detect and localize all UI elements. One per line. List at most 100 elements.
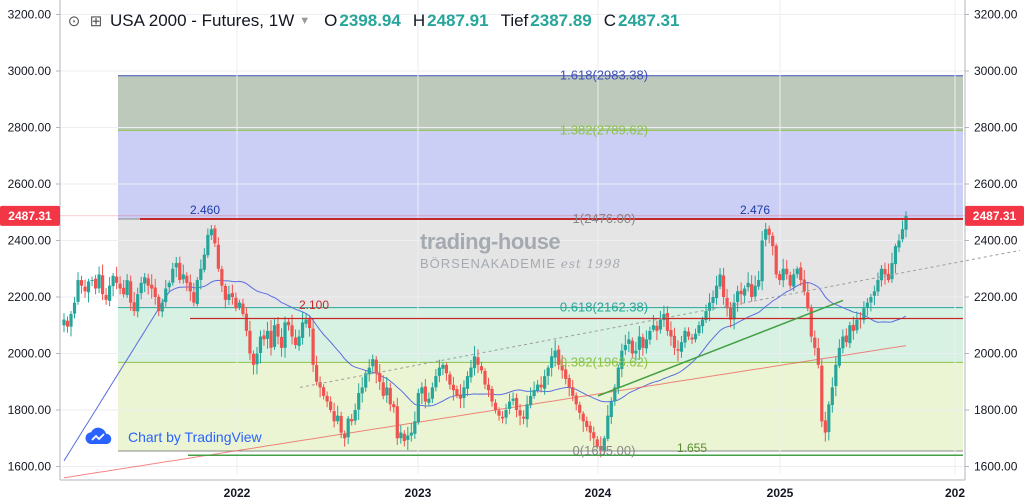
candle-body xyxy=(876,280,880,292)
y-tick-label-right: 1800.00 xyxy=(974,403,1018,417)
last-price-tag-label: 2487.31 xyxy=(973,209,1017,223)
low-label: Tief xyxy=(500,11,529,30)
candle-body xyxy=(732,302,736,320)
candle-body xyxy=(255,353,259,365)
chevron-down-icon[interactable]: ▼ xyxy=(299,15,311,27)
candle-body xyxy=(206,234,210,256)
candle-body xyxy=(785,268,789,275)
candle-body xyxy=(437,367,441,376)
symbol-title[interactable]: USA 2000 - Futures, 1W xyxy=(110,11,295,30)
fib-band-3 xyxy=(118,307,963,363)
candle-body xyxy=(634,350,638,354)
candle-body xyxy=(693,333,698,340)
candle-body xyxy=(651,325,655,330)
fib-level-label: 0.618(2162.38) xyxy=(560,300,648,315)
candle-body xyxy=(357,393,361,410)
candle-body xyxy=(185,275,189,283)
fib-level-label: 1.618(2983.38) xyxy=(560,68,648,83)
candle-body xyxy=(865,302,870,308)
candle-body xyxy=(536,384,540,391)
candle-body xyxy=(371,359,375,367)
candle-body xyxy=(750,284,754,297)
candle-body xyxy=(518,410,522,416)
candle-body xyxy=(690,337,694,340)
y-tick-label-right: 2600.00 xyxy=(974,177,1018,191)
candle-body xyxy=(350,419,354,422)
candle-body xyxy=(279,336,284,348)
candle-body xyxy=(714,285,719,298)
candle-body xyxy=(764,229,768,240)
candle-body xyxy=(423,386,427,402)
candle-body xyxy=(132,302,136,312)
add-compare-icon[interactable]: ⊞ xyxy=(89,13,103,30)
candle-body xyxy=(623,345,627,351)
trend-line-dashed[interactable] xyxy=(299,249,1021,388)
candle-body xyxy=(746,282,750,288)
candle-body xyxy=(616,367,620,388)
candle-body xyxy=(592,432,596,439)
candle-body xyxy=(336,415,340,422)
candle-body xyxy=(799,267,803,281)
x-tick-label: 2024 xyxy=(585,486,612,500)
candle-body xyxy=(574,395,578,405)
candle-body xyxy=(532,390,536,397)
candle-body xyxy=(283,322,287,348)
candle-body xyxy=(143,277,147,284)
candle-body xyxy=(364,373,368,388)
candle-body xyxy=(79,280,84,286)
candle-body xyxy=(792,274,796,287)
candle-body xyxy=(195,280,199,304)
open-value: 2398.94 xyxy=(339,11,401,30)
candle-body xyxy=(420,387,424,394)
candle-body xyxy=(711,297,715,303)
candle-body xyxy=(704,311,708,321)
candle-body xyxy=(146,278,150,286)
candle-body xyxy=(388,387,392,405)
candle-body xyxy=(339,415,343,433)
y-tick-label-left: 3200.00 xyxy=(8,8,52,22)
trend-line-green[interactable] xyxy=(597,299,844,397)
candle-body xyxy=(427,398,431,403)
candle-body xyxy=(406,435,410,440)
candle-body xyxy=(381,382,385,396)
candle-body xyxy=(507,401,512,409)
x-tick-label: 2022 xyxy=(224,486,251,500)
y-tick-label-left: 2200.00 xyxy=(8,290,52,304)
candle-body xyxy=(325,395,329,402)
candle-body xyxy=(160,302,164,312)
candle-body xyxy=(353,410,357,421)
candle-body xyxy=(700,319,705,327)
candle-body xyxy=(248,330,252,354)
candle-body xyxy=(202,254,206,270)
candle-body xyxy=(511,398,515,401)
candle-body xyxy=(644,339,648,349)
candle-body xyxy=(237,302,242,308)
candle-body xyxy=(293,337,298,346)
tradingview-attribution[interactable]: Chart by TradingView xyxy=(84,426,262,448)
candle-body xyxy=(118,283,122,289)
candle-body xyxy=(125,280,129,295)
hide-icon[interactable]: ⊙ xyxy=(67,13,81,30)
candle-body xyxy=(465,376,470,389)
candle-body xyxy=(430,387,434,399)
fib-level-label: 1(2476.00) xyxy=(573,211,636,226)
candle-body xyxy=(385,387,389,396)
candle-body xyxy=(265,330,270,339)
candle-body xyxy=(686,331,691,337)
candle-body xyxy=(276,323,280,337)
candle-body xyxy=(557,349,561,365)
candle-body xyxy=(886,273,891,281)
candle-body xyxy=(497,410,501,416)
candle-body xyxy=(399,432,403,439)
candle-body xyxy=(848,325,852,344)
candle-body xyxy=(493,402,498,410)
candle-body xyxy=(409,432,413,436)
candle-body xyxy=(83,286,87,292)
tradingview-link[interactable]: Chart by TradingView xyxy=(128,429,262,445)
low-value: 2387.89 xyxy=(530,11,592,30)
candle-body xyxy=(564,369,568,379)
y-tick-label-left: 3000.00 xyxy=(8,64,52,78)
fib-band-0 xyxy=(118,75,963,131)
candle-body xyxy=(595,439,599,447)
